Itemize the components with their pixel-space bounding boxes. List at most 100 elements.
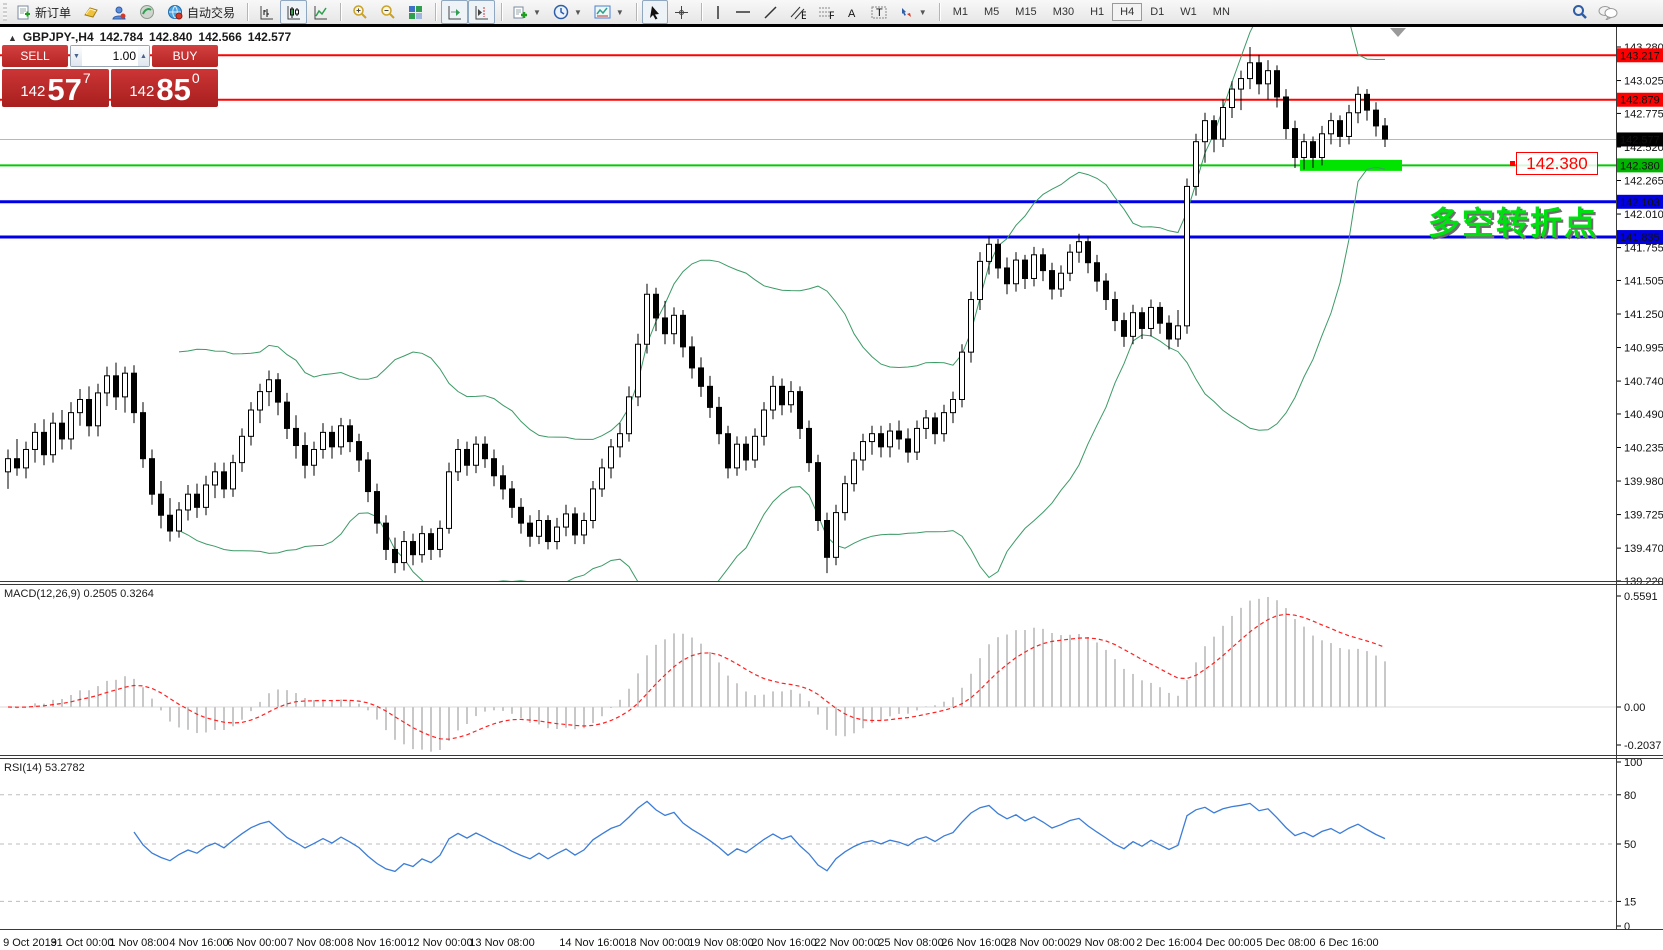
macd-values: 0.2505 0.3264 — [83, 588, 154, 600]
main-price-pane[interactable] — [0, 0, 1616, 622]
pane-borders — [0, 26, 1663, 930]
profiles-button[interactable] — [105, 0, 133, 24]
support-highlight-bar[interactable] — [1300, 159, 1402, 171]
chevron-down-icon: ▼ — [573, 7, 582, 17]
templates-button[interactable]: ▼ — [588, 0, 630, 24]
text-a-icon: A — [848, 8, 856, 19]
data-window-button[interactable] — [133, 0, 161, 24]
time-axis-label: 6 Dec 16:00 — [1319, 937, 1378, 949]
timeframe-w1[interactable]: W1 — [1180, 6, 1197, 18]
timeframe-m30[interactable]: M30 — [1052, 6, 1075, 18]
buy-button[interactable]: BUY — [152, 45, 218, 67]
time-axis-label: 4 Nov 16:00 — [169, 937, 228, 949]
time-axis-label: 9 Oct 2019 — [3, 937, 57, 949]
sell-price-button[interactable]: 142 57 7 — [2, 69, 109, 107]
buy-price-sup: 0 — [191, 70, 200, 86]
macd-pane[interactable] — [0, 597, 1616, 752]
collapse-icon[interactable]: ▲ — [8, 33, 17, 43]
turning-point-annotation[interactable]: 多空转折点 — [1428, 205, 1599, 241]
auto-scroll-button[interactable] — [441, 0, 469, 24]
zoom-out-icon — [381, 5, 395, 19]
cursor-button[interactable] — [641, 0, 668, 24]
price-badge-label: 142.577 — [1620, 134, 1660, 146]
price-axis[interactable]: 143.280143.025142.775142.520142.265142.0… — [1616, 42, 1663, 933]
timeframe-d1[interactable]: D1 — [1150, 6, 1165, 18]
chevron-down-icon: ▼ — [615, 7, 624, 17]
horizontal-line-button[interactable] — [729, 0, 757, 24]
volume-up-button[interactable]: ▲ — [138, 46, 149, 66]
vertical-line-icon — [717, 5, 719, 19]
timeframe-h4[interactable]: H4 — [1112, 3, 1143, 21]
template-icon — [594, 5, 611, 19]
time-axis-label: 1 Nov 08:00 — [109, 937, 168, 949]
toolbar-grip[interactable] — [3, 3, 7, 21]
crosshair-button[interactable] — [668, 0, 695, 24]
tile-windows-button[interactable] — [402, 0, 429, 24]
fibonacci-button[interactable]: F — [812, 0, 840, 24]
zoom-in-button[interactable] — [346, 0, 374, 24]
volume-down-button[interactable]: ▼ — [71, 46, 82, 66]
rsi-pane[interactable] — [0, 794, 1616, 902]
toolbar-separator — [938, 3, 941, 21]
price-tick-label: 142.775 — [1624, 108, 1663, 120]
zoom-out-button[interactable] — [374, 0, 402, 24]
chart-candles-button[interactable] — [280, 0, 308, 24]
timeframe-m1[interactable]: M1 — [952, 6, 968, 18]
rsi-axis-label: 15 — [1624, 896, 1636, 908]
timeframe-m15[interactable]: M15 — [1015, 6, 1037, 18]
horizontal-line-icon — [735, 11, 750, 13]
price-tick-label: 141.755 — [1624, 243, 1663, 255]
timeframe-m5[interactable]: M5 — [984, 6, 1000, 18]
history-center-button[interactable] — [77, 0, 105, 24]
new-order-button[interactable]: 新订单 — [10, 0, 77, 24]
buy-price-button[interactable]: 142 85 0 — [111, 69, 218, 107]
time-axis-label: 28 Nov 00:00 — [1004, 937, 1069, 949]
arrows-button[interactable]: ▼ — [893, 0, 933, 24]
toolbar-separator — [340, 3, 343, 21]
channel-button[interactable]: E — [784, 0, 812, 24]
chart-shift-marker[interactable] — [1390, 28, 1406, 37]
chart-shift-icon — [475, 5, 489, 19]
time-axis-label: 22 Nov 00:00 — [814, 937, 879, 949]
text-button[interactable]: A — [840, 0, 865, 24]
price-level-flag[interactable]: 142.380 — [1510, 152, 1598, 175]
time-axis-label: 7 Nov 08:00 — [287, 937, 346, 949]
periods-button[interactable]: ▼ — [547, 0, 588, 24]
timeframe-h1[interactable]: H1 — [1090, 6, 1105, 18]
chart-shift-button[interactable] — [468, 0, 496, 24]
time-axis-label: 2 Dec 16:00 — [1136, 937, 1195, 949]
price-badge — [1617, 48, 1663, 63]
profile-person-icon — [112, 6, 126, 19]
indicators-button[interactable]: ▼ — [507, 0, 547, 24]
price-badge-label: 141.835 — [1620, 232, 1660, 244]
time-axis-label: 4 Dec 00:00 — [1196, 937, 1255, 949]
search-icon[interactable] — [1572, 4, 1588, 20]
high-value: 142.840 — [149, 30, 193, 44]
text-label-button[interactable]: T — [865, 0, 893, 24]
candlestick-chart-icon — [287, 5, 301, 19]
candles-layer[interactable] — [5, 47, 1388, 574]
trendline-button[interactable] — [757, 0, 784, 24]
time-axis-label: 29 Nov 08:00 — [1069, 937, 1134, 949]
time-axis-label: 5 Dec 08:00 — [1256, 937, 1315, 949]
price-tick-label: 141.505 — [1624, 275, 1663, 287]
toolbar-separator — [501, 3, 504, 21]
timeframe-mn[interactable]: MN — [1212, 6, 1230, 18]
svg-text:E: E — [801, 10, 806, 20]
macd-signal-line — [7, 613, 1386, 740]
vertical-line-button[interactable] — [707, 0, 729, 24]
time-axis-label: 8 Nov 16:00 — [347, 937, 406, 949]
chart-bars-button[interactable] — [253, 0, 280, 24]
time-axis-label: 13 Nov 08:00 — [469, 937, 534, 949]
volume-input[interactable] — [82, 46, 138, 66]
bollinger-upper-band[interactable] — [178, 0, 1386, 440]
price-tick-label: 140.235 — [1624, 443, 1663, 455]
auto-trading-button[interactable]: 自动交易 — [161, 0, 241, 24]
chart-line-button[interactable] — [307, 0, 334, 24]
sell-button[interactable]: SELL — [2, 45, 68, 67]
chat-icon[interactable] — [1598, 5, 1618, 20]
sell-price-sup: 7 — [82, 70, 91, 86]
